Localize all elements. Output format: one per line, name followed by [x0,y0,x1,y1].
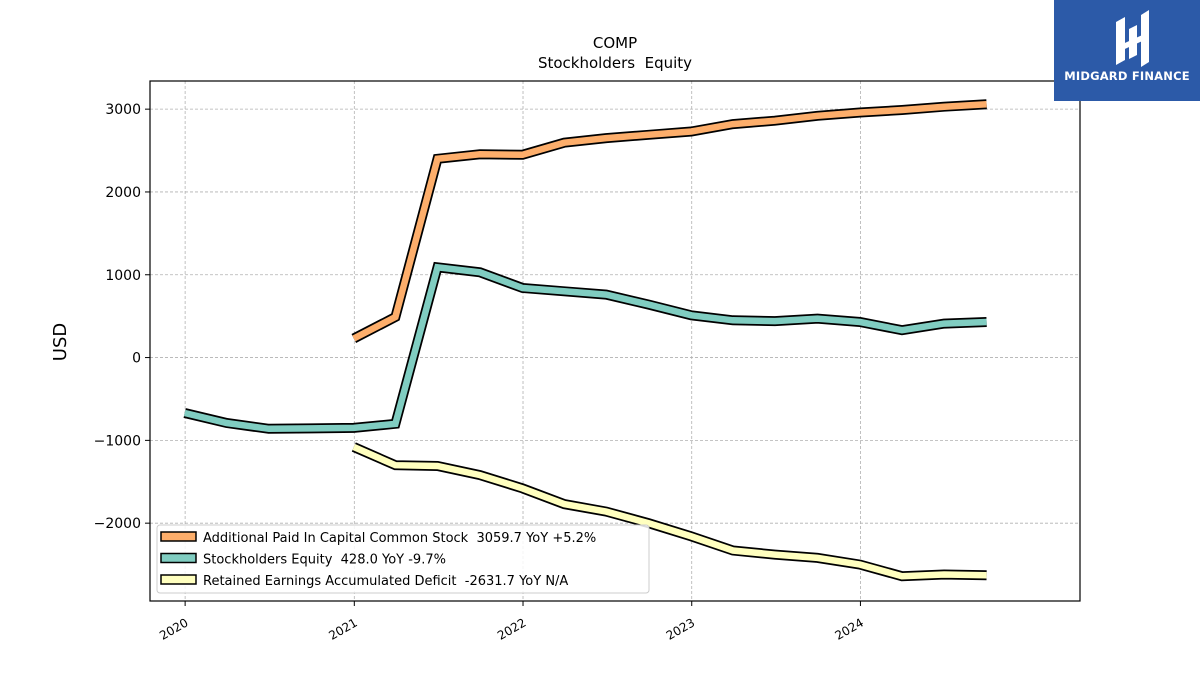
legend: Additional Paid In Capital Common Stock … [156,524,650,594]
series-line-0 [352,100,987,342]
legend-label-1: Stockholders Equity 428.0 YoY -9.7% [203,553,446,568]
series-lines [183,99,987,582]
chart-title: COMP [593,34,637,52]
y-axis-label: USD [50,323,71,361]
plot-area-frame [149,80,1081,602]
legend-label-0: Additional Paid In Capital Common Stock … [203,531,596,546]
series-line-1 [183,263,987,433]
chart-subtitle: Stockholders Equity [538,54,692,72]
axes: −2000 −1000 0 1000 2000 3000 2020 2021 2022 2023 2… [94,102,866,643]
legend-swatch-1 [160,552,197,564]
y-tick-label: −2000 [94,516,141,532]
x-tick-label: 2023 [664,615,697,642]
series-line-2 [352,444,987,580]
legend-swatch-0 [160,531,197,542]
x-tick-label: 2020 [157,615,190,642]
series-outline-0 [351,99,987,343]
brand-logo: MIDGARD FINANCE [1054,0,1200,101]
legend-box [156,524,650,594]
x-tick-label: 2022 [495,615,528,642]
y-tick-label: −1000 [94,433,141,449]
x-tick-label: 2024 [832,615,865,642]
brand-name: MIDGARD FINANCE [1064,69,1190,83]
y-tick-label: 3000 [105,102,141,118]
y-tick-label: 0 [132,351,141,367]
legend-label-2: Retained Earnings Accumulated Deficit -2… [203,574,568,589]
x-tick-label: 2021 [326,615,359,642]
midgard-finance-logo-icon [1116,10,1149,67]
legend-swatch-2 [160,574,197,585]
y-tick-label: 2000 [105,185,141,201]
y-tick-label: 1000 [105,268,141,284]
grid-lines [150,81,1080,601]
